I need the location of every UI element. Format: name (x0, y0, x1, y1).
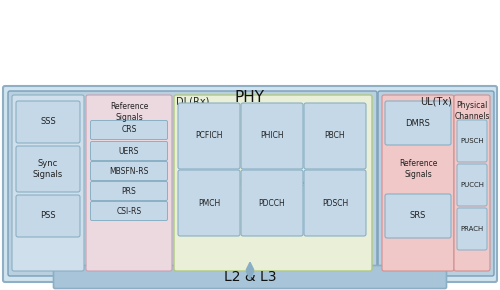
Text: PMCH: PMCH (198, 198, 220, 208)
Text: Physical
Channels: Physical Channels (454, 101, 490, 121)
FancyBboxPatch shape (16, 146, 80, 192)
FancyBboxPatch shape (16, 101, 80, 143)
FancyBboxPatch shape (54, 266, 446, 289)
Text: PDSCH: PDSCH (322, 198, 348, 208)
Text: PRS: PRS (122, 186, 136, 195)
Text: PHY: PHY (235, 90, 265, 106)
Text: DL(Rx): DL(Rx) (176, 96, 209, 106)
Text: CRS: CRS (122, 126, 136, 135)
Text: UERS: UERS (119, 146, 139, 155)
FancyBboxPatch shape (90, 202, 168, 220)
Text: UL(Tx): UL(Tx) (420, 96, 452, 106)
Text: PUCCH: PUCCH (460, 182, 484, 188)
Text: PDCCH: PDCCH (258, 198, 285, 208)
FancyBboxPatch shape (90, 121, 168, 139)
FancyBboxPatch shape (3, 86, 497, 282)
Text: PRACH: PRACH (460, 226, 483, 232)
FancyBboxPatch shape (304, 170, 366, 236)
FancyBboxPatch shape (8, 91, 377, 276)
Text: DMRS: DMRS (406, 119, 430, 128)
FancyBboxPatch shape (304, 103, 366, 169)
Text: SSS: SSS (40, 117, 56, 126)
FancyBboxPatch shape (90, 182, 168, 200)
FancyBboxPatch shape (178, 103, 240, 169)
FancyBboxPatch shape (178, 170, 240, 236)
FancyBboxPatch shape (12, 95, 84, 271)
FancyBboxPatch shape (241, 170, 303, 236)
FancyBboxPatch shape (457, 164, 487, 206)
FancyBboxPatch shape (454, 95, 490, 271)
FancyBboxPatch shape (86, 95, 172, 271)
FancyBboxPatch shape (457, 208, 487, 250)
FancyBboxPatch shape (378, 91, 494, 276)
FancyBboxPatch shape (174, 95, 372, 271)
Text: Reference
Signals: Reference Signals (399, 159, 437, 179)
Text: PSS: PSS (40, 211, 56, 220)
Text: SRS: SRS (410, 211, 426, 220)
FancyBboxPatch shape (0, 0, 500, 90)
FancyBboxPatch shape (241, 103, 303, 169)
Text: Physical Channels: Physical Channels (235, 179, 311, 188)
FancyBboxPatch shape (90, 162, 168, 180)
FancyBboxPatch shape (382, 95, 454, 271)
Text: PUSCH: PUSCH (460, 138, 484, 144)
Text: PHICH: PHICH (260, 131, 284, 140)
FancyBboxPatch shape (385, 101, 451, 145)
Text: PBCH: PBCH (324, 131, 345, 140)
Text: CSI-RS: CSI-RS (116, 206, 141, 215)
FancyBboxPatch shape (16, 195, 80, 237)
Text: PCFICH: PCFICH (195, 131, 223, 140)
FancyBboxPatch shape (90, 142, 168, 160)
Text: L2 & L3: L2 & L3 (224, 270, 276, 284)
FancyBboxPatch shape (457, 120, 487, 162)
Text: Reference
Signals: Reference Signals (110, 102, 148, 122)
Text: Sync
Signals: Sync Signals (33, 159, 63, 179)
FancyBboxPatch shape (385, 194, 451, 238)
Text: MBSFN-RS: MBSFN-RS (110, 166, 148, 175)
